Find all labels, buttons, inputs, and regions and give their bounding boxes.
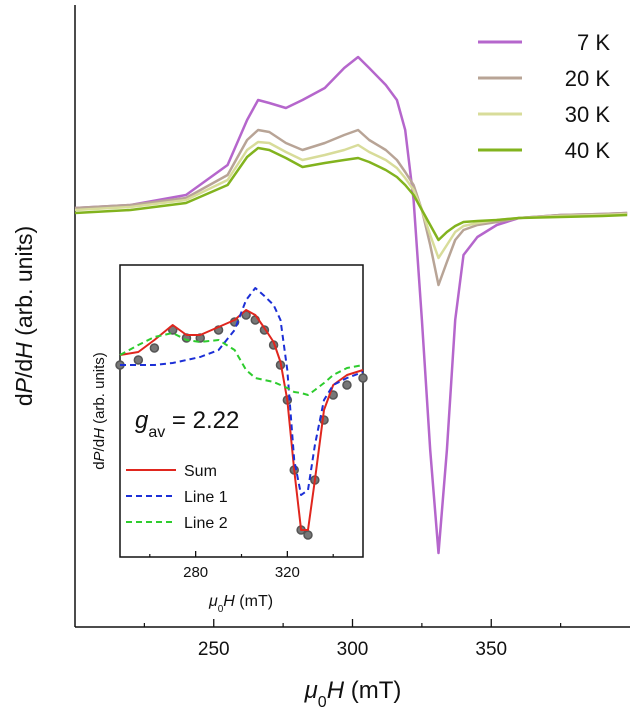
y-axis-label-part: /d bbox=[91, 439, 108, 452]
legend-label: Line 2 bbox=[184, 515, 228, 532]
x-axis-label-part: (mT) bbox=[235, 593, 273, 610]
x-axis-label-part: (mT) bbox=[344, 677, 401, 704]
x-tick-label: 320 bbox=[275, 564, 300, 581]
series-line bbox=[119, 309, 364, 531]
legend-label: 20 K bbox=[565, 66, 611, 91]
x-tick-label: 300 bbox=[337, 639, 369, 660]
data-point bbox=[133, 355, 144, 365]
series-line bbox=[74, 128, 628, 287]
y-axis-label-part: /d bbox=[11, 359, 37, 378]
annotation: gav = 2.22 bbox=[135, 407, 239, 441]
y-axis-label-part: (arb. units) bbox=[91, 352, 108, 428]
x-tick-label: 350 bbox=[475, 639, 507, 660]
y-axis-label-part: P bbox=[91, 451, 108, 461]
legend-label: Line 1 bbox=[184, 489, 228, 506]
data-point bbox=[358, 373, 368, 383]
legend-label: 30 K bbox=[565, 102, 611, 127]
x-axis-label-part: 0 bbox=[218, 604, 224, 615]
y-axis-label-part: d bbox=[11, 393, 37, 406]
series-line bbox=[74, 146, 628, 242]
x-axis-label-part: 0 bbox=[318, 694, 327, 711]
plot-frame bbox=[119, 264, 364, 558]
legend-label: 40 K bbox=[565, 138, 611, 163]
annotation-part: g bbox=[135, 407, 149, 434]
legend-label: Sum bbox=[184, 463, 217, 480]
x-axis-label-part: μ bbox=[304, 677, 318, 704]
y-axis-label: dP/dH (arb. units) bbox=[11, 226, 37, 406]
x-tick-label: 250 bbox=[198, 639, 230, 660]
x-axis-label-part: H bbox=[223, 593, 235, 610]
series-line bbox=[119, 332, 364, 396]
y-axis-label-part: P bbox=[11, 377, 37, 393]
series-line bbox=[120, 287, 364, 496]
y-axis-label-part: H bbox=[91, 428, 108, 439]
legend-label: 7 K bbox=[577, 30, 610, 55]
series-line bbox=[74, 140, 628, 260]
y-axis-label-part: H bbox=[11, 342, 37, 359]
data-point bbox=[149, 343, 160, 353]
x-tick-label: 280 bbox=[183, 564, 208, 581]
x-axis-label-part: H bbox=[327, 677, 345, 704]
x-axis-label-part: μ bbox=[208, 593, 218, 610]
x-axis-label: μ0H (mT) bbox=[304, 677, 402, 711]
annotation-part: av bbox=[148, 424, 165, 441]
data-point bbox=[303, 530, 313, 540]
annotation-part: = 2.22 bbox=[165, 407, 239, 434]
series-line bbox=[74, 55, 628, 555]
y-axis-label: dP/dH (arb. units) bbox=[91, 352, 108, 470]
y-axis-label-part: d bbox=[91, 461, 108, 469]
x-axis-label: μ0H (mT) bbox=[208, 593, 273, 615]
data-point bbox=[342, 380, 352, 390]
y-axis-label-part: (arb. units) bbox=[11, 226, 37, 342]
